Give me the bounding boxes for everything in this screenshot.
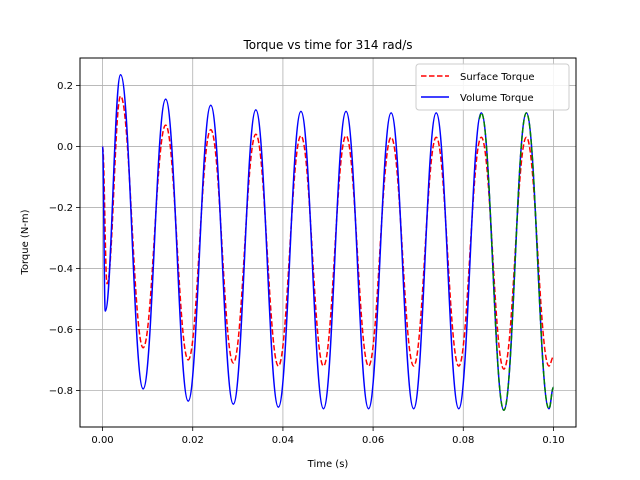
legend-box xyxy=(415,63,570,111)
x-tick-label: 0.00 xyxy=(91,435,113,446)
y-tick-label: −0.6 xyxy=(49,325,73,336)
plot-frame xyxy=(79,57,577,428)
x-tick-label: 0.10 xyxy=(542,435,564,446)
series-line-surface-torque xyxy=(101,95,554,370)
x-axis-ticks: 0.00 0.02 0.04 0.06 0.08 0.10 xyxy=(91,427,565,446)
x-tick-label: 0.08 xyxy=(452,435,474,446)
legend: Surface Torque Volume Torque xyxy=(415,63,570,111)
grid-lines xyxy=(80,58,576,427)
x-axis-label: Time (s) xyxy=(307,459,349,470)
series-line-volume-torque xyxy=(101,74,555,411)
y-tick-label: 0.0 xyxy=(57,142,73,153)
y-tick-label: −0.8 xyxy=(49,386,73,397)
x-tick-label: 0.04 xyxy=(272,435,294,446)
plot-area xyxy=(80,58,576,427)
y-tick-label: −0.2 xyxy=(49,203,73,214)
y-axis-ticks: −0.8 −0.6 −0.4 −0.2 0.0 0.2 xyxy=(49,81,80,397)
legend-label-surface-torque: Surface Torque xyxy=(460,72,535,83)
y-tick-label: 0.2 xyxy=(57,81,73,92)
y-axis-label: Torque (N-m) xyxy=(20,209,31,275)
y-tick-label: −0.4 xyxy=(49,264,73,275)
legend-label-volume-torque: Volume Torque xyxy=(460,93,534,104)
chart-title: Torque vs time for 314 rad/s xyxy=(242,38,412,52)
x-tick-label: 0.06 xyxy=(362,435,384,446)
x-tick-label: 0.02 xyxy=(182,435,204,446)
series-layer xyxy=(101,74,555,411)
series-line-overlay-2 xyxy=(478,112,555,411)
